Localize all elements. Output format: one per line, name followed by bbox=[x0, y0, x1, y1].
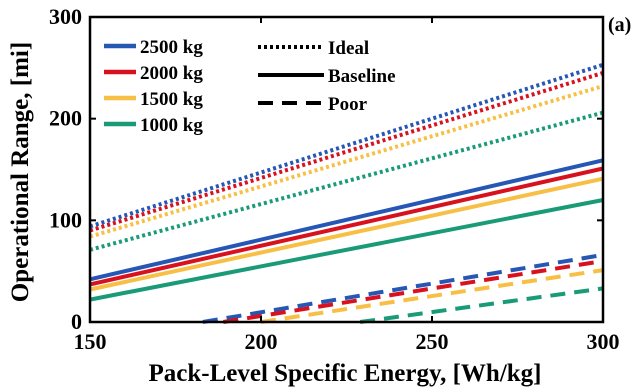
legend: 2500 kg 2000 kg 1500 kg 1000 kg Ideal Baselin… bbox=[104, 37, 396, 136]
legend-label-baseline: Baseline bbox=[328, 66, 396, 87]
series-line-poor-2500kg bbox=[202, 252, 604, 324]
series-line-baseline-2500kg bbox=[89, 158, 604, 282]
plot-frame bbox=[88, 15, 605, 324]
x-tick-label: 200 bbox=[245, 329, 278, 354]
series-line-baseline-1500kg bbox=[89, 176, 604, 292]
legend-label-2000kg: 2000 kg bbox=[140, 63, 203, 84]
legend-label-poor: Poor bbox=[328, 94, 368, 115]
legend-label-ideal: Ideal bbox=[328, 38, 369, 59]
y-tick-label: 100 bbox=[49, 207, 82, 232]
y-tick-label: 300 bbox=[49, 4, 82, 29]
plot-border bbox=[88, 15, 605, 324]
y-axis-title: Operational Range, [mi] bbox=[7, 42, 34, 302]
y-tick-label: 200 bbox=[49, 106, 82, 131]
series-line-baseline-2000kg bbox=[89, 166, 604, 287]
x-tick-label: 300 bbox=[587, 329, 620, 354]
series-line-ideal-1500kg bbox=[89, 84, 604, 239]
x-tick-label: 250 bbox=[416, 329, 449, 354]
x-axis-title: Pack-Level Specific Energy, [Wh/kg] bbox=[148, 360, 541, 387]
series-layer bbox=[89, 62, 604, 324]
y-tick-label: 0 bbox=[71, 309, 82, 334]
series-line-poor-2000kg bbox=[223, 259, 604, 324]
legend-label-1500kg: 1500 kg bbox=[140, 89, 203, 110]
axis-ticks: 150 200 250 300 0 100 200 300 bbox=[49, 4, 620, 354]
series-line-poor-1500kg bbox=[260, 268, 604, 324]
x-tick-label: 150 bbox=[74, 329, 107, 354]
panel-label: (a) bbox=[608, 14, 631, 36]
series-line-poor-1000kg bbox=[359, 286, 604, 324]
legend-label-1000kg: 1000 kg bbox=[140, 115, 203, 136]
series-line-ideal-1000kg bbox=[89, 110, 604, 252]
legend-label-2500kg: 2500 kg bbox=[140, 37, 203, 58]
series-line-baseline-1000kg bbox=[89, 198, 604, 302]
